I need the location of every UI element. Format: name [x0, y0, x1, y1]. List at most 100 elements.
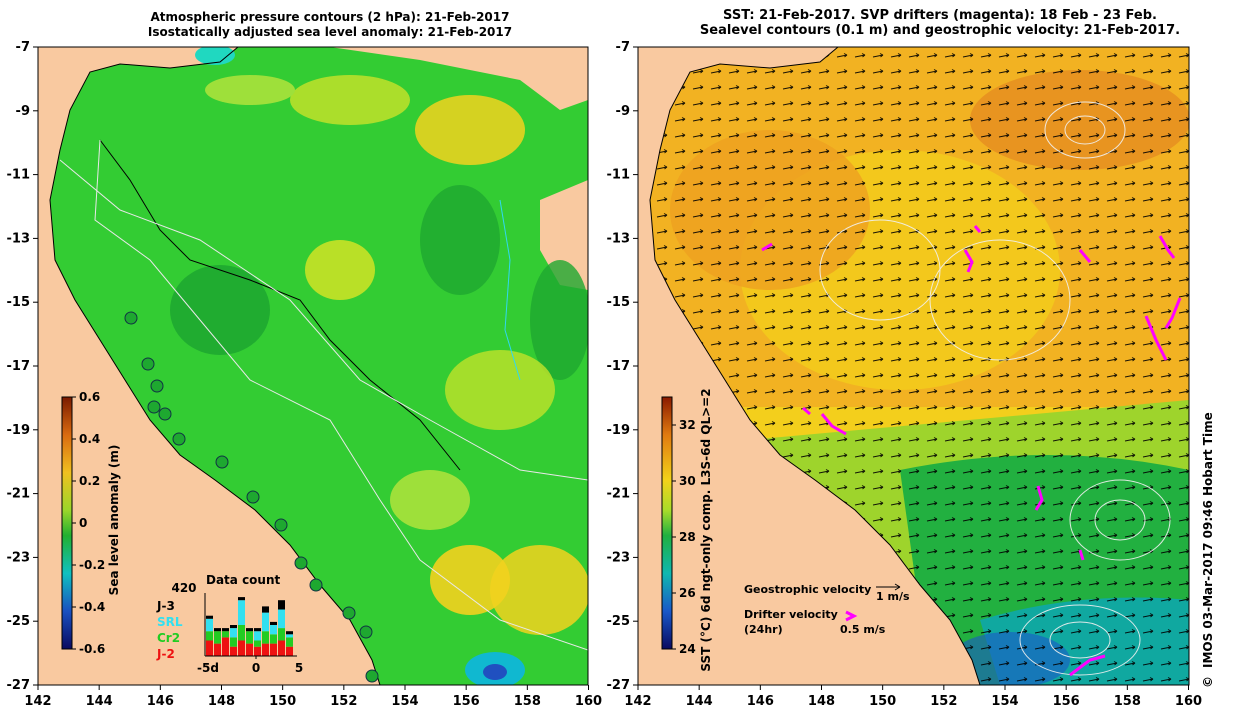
right-ytick-label: -11	[607, 168, 631, 183]
right-x-axis: 142 144 146 148 150 152 154 156 158 160	[624, 685, 1202, 709]
data-count-bar-segment	[230, 646, 237, 656]
sea-level-map: 142 144 146 148 150 152 154 156 158 160 -7 -9 -11 -1…	[7, 40, 603, 709]
drifter-velocity-label: Drifter velocity	[744, 608, 838, 621]
data-count-bar-segment	[230, 637, 237, 647]
sst-map: 142 144 146 148 150 152 154 156 158 160 -7 -9 -11 -1…	[607, 40, 1216, 709]
left-ytick-label: -27	[7, 678, 31, 693]
right-ytick-label: -17	[607, 359, 631, 374]
left-ytick-label: -13	[7, 231, 31, 246]
sea-level-colorbar-ticks: 0.6 0.4 0.2 0 -0.2 -0.4 -0.6	[72, 390, 105, 656]
data-count-bar-segment	[254, 631, 261, 641]
sst-colorbar-tick-label: 30	[679, 474, 696, 488]
data-count-bar-segment	[238, 597, 245, 601]
right-xtick-label: 142	[624, 694, 651, 709]
colorbar-tick-label: 0	[79, 516, 87, 530]
sea-level-colorbar	[61, 396, 73, 650]
data-count-bar-segment	[238, 600, 245, 625]
right-ytick-label: -25	[607, 614, 631, 629]
left-ytick-label: -17	[7, 359, 31, 374]
right-ytick-label: -23	[607, 550, 631, 565]
data-count-bar-segment	[246, 631, 253, 644]
data-count-bar-segment	[278, 600, 285, 610]
left-ytick-label: -25	[7, 614, 31, 629]
left-x-axis: 142 144 146 148 150 152 154 156 158 160	[24, 685, 602, 709]
data-count-bar-segment	[246, 643, 253, 656]
left-title-line1: Atmospheric pressure contours (2 hPa): 2…	[150, 10, 510, 24]
data-count-bar-segment	[206, 618, 213, 632]
data-count-bar-segment	[206, 631, 213, 641]
data-count-bar-segment	[262, 612, 269, 632]
left-ytick-label: -23	[7, 550, 31, 565]
data-count-legend-j-3: J-3	[156, 599, 175, 613]
left-xtick-label: 148	[208, 694, 235, 709]
data-count-title: Data count	[206, 573, 281, 587]
data-count-bar-segment	[230, 628, 237, 638]
colorbar-tick-label: -0.2	[79, 558, 105, 572]
data-count-bar-segment	[254, 628, 261, 632]
dc-xtick-2: 5	[295, 661, 303, 675]
right-xtick-label: 160	[1175, 694, 1202, 709]
right-ytick-label: -21	[607, 487, 631, 502]
sst-colorbar-label: SST (°C) 6d ngt-only comp. L3S-6d QL>=2	[699, 388, 713, 671]
data-count-bar-segment	[270, 643, 277, 656]
colorbar-tick-label: 0.6	[79, 390, 100, 404]
sea-level-colorbar-label: Sea level anomaly (m)	[107, 445, 121, 596]
data-count-bar-segment	[286, 637, 293, 647]
left-ytick-label: -15	[7, 295, 31, 310]
right-title-line1: SST: 21-Feb-2017. SVP drifters (magenta)…	[723, 8, 1157, 23]
right-xtick-label: 154	[991, 694, 1018, 709]
data-count-bar-segment	[262, 631, 269, 644]
data-count-legend: J-3 SRL Cr2 J-2	[156, 599, 183, 661]
data-count-bar-segment	[222, 628, 229, 632]
colorbar-tick-label: -0.4	[79, 600, 105, 614]
data-count-legend-j-2: J-2	[156, 647, 175, 661]
left-title-line2: Isostatically adjusted sea level anomaly…	[147, 25, 513, 39]
data-count-legend-cr2: Cr2	[157, 631, 180, 645]
right-xtick-label: 146	[747, 694, 774, 709]
data-count-bar-segment	[278, 609, 285, 629]
data-count-bar-segment	[214, 628, 221, 632]
sst-colorbar-tick-label: 26	[679, 586, 696, 600]
data-count-bar-segment	[270, 634, 277, 644]
data-count-bar-segment	[254, 640, 261, 647]
right-xtick-label: 152	[930, 694, 957, 709]
sst-colorbar-tick-label: 24	[679, 642, 696, 656]
drifter-velocity-scale: 0.5 m/s	[840, 623, 886, 636]
geo-velocity-label: Geostrophic velocity	[744, 583, 871, 596]
right-title-line2: Sealevel contours (0.1 m) and geostrophi…	[699, 23, 1181, 38]
data-count-bar-segment	[214, 631, 221, 644]
right-ytick-label: -13	[607, 231, 631, 246]
right-ytick-label: -15	[607, 295, 631, 310]
data-count-bar-segment	[262, 606, 269, 613]
data-count-bar-segment	[214, 643, 221, 656]
left-ytick-label: -7	[16, 40, 30, 55]
left-xtick-label: 154	[391, 694, 418, 709]
data-count-bar-segment	[222, 637, 229, 656]
data-count-bar-segment	[278, 640, 285, 656]
land-mass	[38, 47, 380, 685]
velocity-legend: Geostrophic velocity 1 m/s Drifter veloc…	[744, 583, 910, 636]
copyright-symbol: ©	[1201, 676, 1215, 688]
data-count-bar-segment	[254, 646, 261, 656]
geo-velocity-scale: 1 m/s	[876, 590, 910, 603]
left-xtick-label: 144	[86, 694, 113, 709]
left-map-field	[38, 47, 588, 685]
data-count-bars	[206, 597, 293, 656]
left-xtick-label: 152	[330, 694, 357, 709]
drifter-arrow-icon	[845, 610, 858, 622]
data-count-inset: Data count 420 J-3 SRL Cr2 J-2 -5d 0 5	[156, 573, 303, 675]
data-count-legend-srl: SRL	[157, 615, 183, 629]
left-xtick-label: 156	[453, 694, 480, 709]
data-count-bar-segment	[286, 634, 293, 638]
left-ytick-label: -21	[7, 487, 31, 502]
left-ytick-label: -19	[7, 423, 31, 438]
right-xtick-label: 144	[686, 694, 713, 709]
tide-gauge-markers	[124, 311, 379, 683]
left-xtick-label: 158	[514, 694, 541, 709]
data-count-bar-segment	[246, 628, 253, 632]
right-y-axis: -7 -9 -11 -13 -15 -17 -19 -21 -23 -25 -27	[607, 40, 638, 693]
left-xtick-label: 142	[24, 694, 51, 709]
right-ytick-label: -9	[616, 104, 630, 119]
right-xtick-label: 150	[869, 694, 896, 709]
data-count-bar-segment	[278, 628, 285, 641]
